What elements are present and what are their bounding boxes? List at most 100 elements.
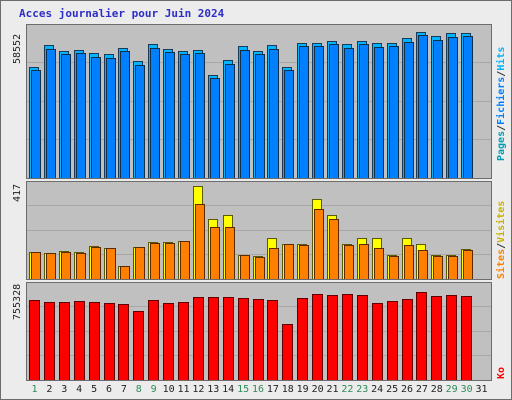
gridline [27,205,491,207]
day-label-28: 28 [430,384,443,395]
y-max-label-kb: 755328 [12,283,23,320]
gridline [27,253,491,255]
day-label-3: 3 [61,384,68,395]
bar-sites-day-1 [31,252,41,279]
bar-fichiers-day-4 [75,53,86,178]
legend-item: Pages [496,130,507,161]
day-label-13: 13 [207,384,220,395]
bar-fichiers-day-6 [105,57,116,178]
bar-sites-day-2 [45,253,56,279]
bar-fichiers-day-1 [31,70,41,178]
day-label-8: 8 [135,384,142,395]
bar-sites-day-15 [239,255,250,279]
bar-fichiers-day-9 [150,47,161,178]
bar-sites-day-14 [224,226,235,279]
bar-fichiers-day-28 [433,39,444,178]
day-label-5: 5 [91,384,98,395]
bar-fichiers-day-17 [269,48,280,178]
bar-sites-day-6 [105,248,116,279]
bar-sites-day-17 [269,248,280,279]
bar-fichiers-day-5 [90,56,101,178]
bar-sites-day-21 [329,219,339,279]
bar-ko-day-4 [73,300,85,380]
bar-ko-day-19 [297,298,309,380]
bar-sites-day-19 [299,244,310,279]
legend-item: / [496,124,507,131]
day-label-11: 11 [177,384,190,395]
bar-sites-day-29 [448,255,459,279]
bar-fichiers-day-14 [224,63,235,178]
day-label-2: 2 [46,384,53,395]
day-label-29: 29 [445,384,458,395]
bar-sites-day-8 [135,247,146,279]
bar-sites-day-30 [463,249,474,279]
bar-fichiers-day-29 [448,36,459,178]
bar-fichiers-day-20 [314,46,325,178]
bar-sites-day-25 [388,255,399,279]
day-label-17: 17 [266,384,279,395]
day-label-15: 15 [237,384,250,395]
bar-ko-day-30 [461,296,473,380]
day-label-16: 16 [251,384,265,395]
bar-fichiers-day-11 [180,54,190,178]
bar-ko-day-20 [312,293,324,380]
day-label-19: 19 [296,384,309,395]
bar-sites-day-20 [314,208,325,279]
bar-ko-day-13 [207,297,219,380]
bar-ko-day-10 [163,303,175,380]
bar-fichiers-day-18 [284,70,295,178]
bar-ko-day-14 [222,297,234,380]
legend-item: / [496,242,507,249]
bar-ko-day-9 [148,300,160,380]
bar-ko-day-22 [341,294,353,380]
bar-fichiers-day-25 [388,46,399,178]
bar-sites-day-23 [358,243,369,279]
bar-sites-day-3 [60,251,71,279]
bar-sites-day-9 [150,242,161,279]
bar-ko-day-1 [29,300,40,380]
bar-ko-day-21 [327,294,338,380]
bar-ko-day-26 [401,299,413,380]
bar-fichiers-day-23 [358,44,369,178]
bar-ko-day-28 [431,295,443,380]
day-label-14: 14 [222,384,235,395]
legend-item: Visites [496,200,507,243]
day-label-20: 20 [311,384,324,395]
legend-sites-visits: Sites/Visites [496,201,507,279]
bar-fichiers-day-7 [120,51,131,178]
bar-sites-day-10 [165,242,176,279]
bar-fichiers-day-15 [239,49,250,178]
day-label-1: 1 [31,384,38,395]
bar-ko-day-3 [58,301,70,380]
day-label-21: 21 [326,384,339,395]
day-label-23: 23 [356,384,369,395]
bar-fichiers-day-12 [194,53,205,178]
bar-ko-day-23 [356,294,368,380]
bar-sites-day-22 [343,244,354,279]
bar-sites-day-12 [194,204,205,279]
bar-sites-day-11 [180,241,190,279]
bar-ko-day-2 [43,301,55,380]
bar-ko-day-27 [416,292,428,380]
bar-sites-day-27 [418,250,429,279]
day-label-12: 12 [192,384,205,395]
bar-fichiers-day-2 [45,48,56,178]
bar-fichiers-day-8 [135,64,146,178]
legend-hits-files-pages: Pages/Fichiers/Hits [496,47,507,161]
legend-item: / [496,70,507,77]
bar-sites-day-28 [433,255,444,279]
gridline [27,229,491,231]
chart-title: Acces journalier pour Juin 2024 [19,7,225,20]
day-label-25: 25 [386,384,399,395]
bar-sites-day-18 [284,244,295,279]
bar-sites-day-26 [403,245,414,279]
bar-ko-day-25 [386,301,398,380]
day-label-10: 10 [162,384,175,395]
day-label-27: 27 [415,384,428,395]
bar-fichiers-day-10 [165,52,176,178]
bar-ko-day-12 [192,296,204,380]
day-label-4: 4 [76,384,83,395]
bar-fichiers-day-30 [463,35,474,178]
bar-ko-day-5 [88,302,100,380]
day-label-18: 18 [281,384,294,395]
